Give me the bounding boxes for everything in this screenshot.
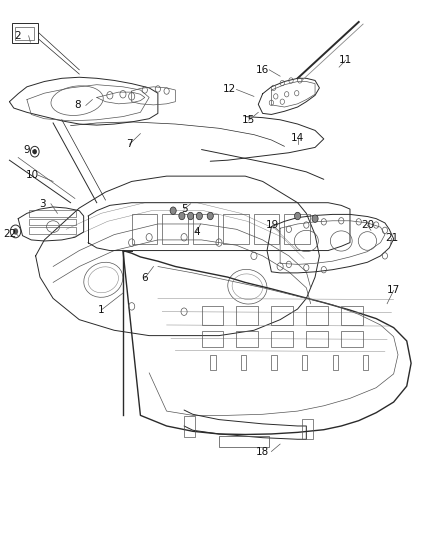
Text: 17: 17 (387, 286, 400, 295)
Text: 22: 22 (4, 229, 17, 239)
Text: 14: 14 (291, 133, 304, 143)
Text: 12: 12 (223, 84, 236, 94)
Circle shape (32, 149, 37, 155)
Text: 10: 10 (25, 170, 39, 180)
Text: 11: 11 (339, 55, 352, 65)
Text: 16: 16 (256, 65, 269, 75)
Circle shape (207, 212, 213, 220)
Text: 20: 20 (361, 220, 374, 230)
Text: 7: 7 (126, 139, 133, 149)
Text: 1: 1 (98, 305, 104, 315)
Text: 4: 4 (193, 227, 200, 237)
Text: 6: 6 (141, 273, 148, 283)
Text: 8: 8 (74, 100, 81, 110)
Circle shape (196, 212, 202, 220)
Text: 21: 21 (385, 233, 398, 244)
Text: 15: 15 (242, 115, 255, 125)
Text: 2: 2 (14, 31, 21, 41)
Text: 9: 9 (24, 144, 30, 155)
Text: 19: 19 (265, 220, 279, 230)
Circle shape (187, 212, 194, 220)
Circle shape (312, 215, 318, 222)
Circle shape (13, 228, 18, 235)
Text: 5: 5 (181, 204, 187, 214)
Text: 18: 18 (256, 447, 269, 456)
Circle shape (170, 207, 176, 214)
Circle shape (294, 212, 300, 220)
Text: 3: 3 (39, 199, 46, 209)
Circle shape (179, 212, 185, 220)
